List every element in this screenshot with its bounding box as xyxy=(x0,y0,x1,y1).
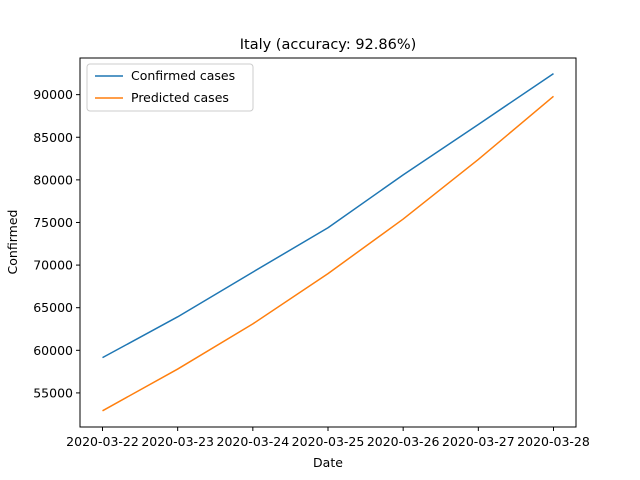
x-tick-label: 2020-03-27 xyxy=(442,434,515,449)
x-axis-ticks: 2020-03-22 2020-03-23 2020-03-24 2020-03-25… xyxy=(66,427,590,449)
legend-box xyxy=(86,63,254,112)
legend-label-confirmed: Confirmed cases xyxy=(131,68,235,83)
y-axis-ticks: 55000 60000 65000 70000 75000 80000 85000 90000 xyxy=(33,87,80,400)
y-tick-label: 55000 xyxy=(33,385,73,400)
series-line-predicted xyxy=(102,95,554,412)
x-tick-label: 2020-03-25 xyxy=(292,434,365,449)
chart-title: Italy (accuracy: 92.86%) xyxy=(240,37,417,53)
x-tick-label: 2020-03-23 xyxy=(141,434,214,449)
legend-label-predicted: Predicted cases xyxy=(131,90,229,105)
y-tick-label: 75000 xyxy=(33,215,73,230)
x-tick-label: 2020-03-24 xyxy=(217,434,290,449)
y-tick-label: 60000 xyxy=(33,343,73,358)
legend: Confirmed cases Predicted cases xyxy=(86,63,254,112)
x-tick-label: 2020-03-28 xyxy=(517,434,590,449)
x-tick-label: 2020-03-26 xyxy=(367,434,440,449)
series-line-confirmed xyxy=(102,72,554,359)
y-tick-label: 90000 xyxy=(33,87,73,102)
x-tick-label: 2020-03-22 xyxy=(66,434,139,449)
y-tick-label: 85000 xyxy=(33,130,73,145)
x-axis-label: Date xyxy=(313,455,343,470)
y-tick-label: 80000 xyxy=(33,172,73,187)
plot-frame xyxy=(79,57,577,428)
y-tick-label: 70000 xyxy=(33,258,73,273)
y-tick-label: 65000 xyxy=(33,300,73,315)
y-axis-label: Confirmed xyxy=(5,210,20,275)
plot-lines xyxy=(102,72,554,412)
